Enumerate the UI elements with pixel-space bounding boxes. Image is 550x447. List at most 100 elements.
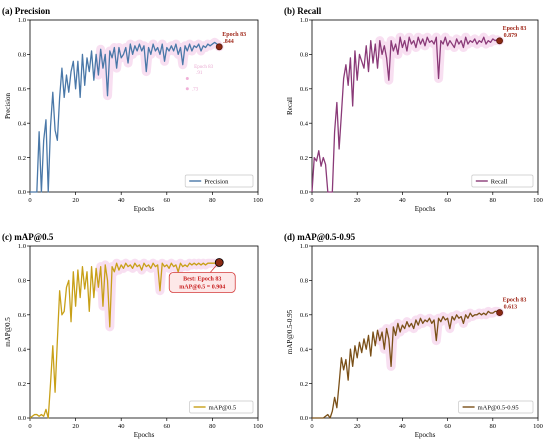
- chart-title: (b) Recall: [284, 6, 322, 16]
- x-tick-label: 40: [118, 423, 125, 430]
- x-axis-label: Epochs: [134, 205, 155, 213]
- legend: mAP@0.5-0.95: [458, 400, 534, 414]
- x-tick-label: 100: [533, 197, 543, 204]
- y-axis-label: Recall: [286, 97, 294, 115]
- y-tick-label: 0.0: [18, 189, 26, 196]
- y-tick-label: 0.6: [300, 312, 309, 319]
- x-axis-label: Epochs: [415, 205, 436, 213]
- x-tick-label: 100: [253, 423, 263, 430]
- series-line: [29, 261, 220, 419]
- x-tick-label: 20: [354, 197, 361, 204]
- y-tick-label: 0.2: [18, 155, 26, 162]
- faint-label: Epoch 83: [194, 65, 214, 70]
- best-point-marker: [496, 37, 503, 45]
- x-tick-label: 60: [444, 197, 451, 204]
- legend-label: Recall: [491, 178, 508, 185]
- legend: Precision: [184, 174, 254, 188]
- legend-box: [184, 174, 254, 188]
- x-tick-label: 40: [118, 197, 125, 204]
- y-tick-label: 0.2: [300, 155, 308, 162]
- chart-panel-3: (c) mAP@0.5 0 20 40 60 80 100 0.0 0.2 0.4 0.6 0.8 1.…: [2, 232, 263, 439]
- annotation-box: [168, 272, 236, 293]
- y-tick-label: 0.8: [18, 52, 26, 59]
- y-tick-label: 0.4: [18, 346, 27, 353]
- annotation-line-2: mAP@0.5 = 0.904: [179, 285, 225, 291]
- annotation-line-1: Epoch 83: [222, 32, 246, 38]
- y-tick-label: 0.6: [18, 86, 27, 93]
- x-tick-label: 0: [310, 197, 313, 204]
- x-tick-label: 100: [253, 197, 263, 204]
- legend: mAP@0.5: [189, 400, 254, 414]
- chart-panel-1: (a) Precision 0 20 40 60 80 100 0.0 0.2 0.4 0.6 0.8…: [2, 6, 263, 213]
- series-line: [30, 41, 220, 193]
- faint-marker: [185, 76, 189, 80]
- series-line: [311, 36, 500, 193]
- x-tick-label: 40: [399, 423, 406, 430]
- series-line: [312, 310, 500, 419]
- annotation-line-1: Epoch 83: [503, 298, 527, 304]
- x-tick-label: 0: [28, 423, 31, 430]
- y-tick-label: 1.0: [18, 17, 26, 24]
- x-tick-label: 80: [490, 423, 497, 430]
- x-axis-label: Epochs: [134, 431, 155, 439]
- legend: Recall: [471, 174, 534, 188]
- y-tick-label: 0.4: [300, 346, 309, 353]
- chart-panel-2: (b) Recall 0 20 40 60 80 100 0.0 0.2 0.4 0.6 0.8 1.0…: [284, 6, 543, 213]
- legend-box: [471, 174, 534, 188]
- x-axis-label: Epochs: [415, 431, 436, 439]
- y-tick-label: 0.6: [18, 312, 27, 319]
- x-tick-label: 0: [310, 423, 313, 430]
- x-tick-label: 20: [72, 423, 79, 430]
- x-tick-label: 80: [209, 423, 216, 430]
- y-tick-label: 0.4: [300, 120, 309, 127]
- y-tick-label: 0.8: [300, 278, 308, 285]
- x-tick-label: 80: [490, 197, 497, 204]
- y-tick-label: 1.0: [18, 243, 26, 250]
- best-point-marker: [496, 309, 503, 316]
- y-tick-label: 1.0: [300, 243, 308, 250]
- legend-label: mAP@0.5: [209, 404, 236, 411]
- y-axis-label: mAP@0.5: [4, 317, 12, 347]
- plot-area: [311, 245, 539, 419]
- y-axis-label: Precision: [4, 92, 12, 119]
- faint-label: .73: [192, 88, 199, 93]
- annotation-line-1: Best: Epoch 83: [183, 277, 221, 283]
- y-tick-label: 1.0: [300, 17, 308, 24]
- faint-label: .91: [196, 71, 203, 76]
- annotation-line-2: 0.613: [504, 305, 517, 311]
- x-tick-label: 60: [164, 197, 171, 204]
- y-tick-label: 0.0: [300, 189, 308, 196]
- best-point-marker: [215, 43, 223, 51]
- faint-marker: [185, 87, 189, 91]
- x-tick-label: 20: [354, 423, 361, 430]
- annotation-line-2: .844: [223, 39, 234, 45]
- y-tick-label: 0.4: [18, 120, 27, 127]
- legend-box: [189, 400, 254, 414]
- y-tick-label: 0.0: [18, 415, 26, 422]
- y-tick-label: 0.0: [300, 415, 308, 422]
- annotation-arrow: [209, 265, 217, 273]
- x-tick-label: 0: [28, 197, 31, 204]
- chart-panel-4: (d) mAP@0.5-0.95 0 20 40 60 80 100 0.0 0.2 0.4 0.6…: [284, 232, 543, 439]
- y-tick-label: 0.2: [18, 381, 26, 388]
- chart-title: (d) mAP@0.5-0.95: [284, 232, 356, 242]
- annotation-line-2: 0.879: [504, 33, 517, 39]
- chart-title: (a) Precision: [2, 6, 50, 16]
- y-tick-label: 0.8: [300, 52, 308, 59]
- y-tick-label: 0.2: [300, 381, 308, 388]
- x-tick-label: 40: [399, 197, 406, 204]
- legend-label: Precision: [204, 178, 229, 185]
- y-tick-label: 0.8: [18, 278, 26, 285]
- chart-title: (c) mAP@0.5: [2, 232, 54, 242]
- best-point-marker: [214, 258, 224, 267]
- x-tick-label: 20: [72, 197, 79, 204]
- legend-box: [458, 400, 534, 414]
- x-tick-label: 100: [533, 423, 543, 430]
- legend-label: mAP@0.5-0.95: [478, 404, 519, 411]
- annotation-line-1: Epoch 83: [503, 26, 527, 32]
- x-tick-label: 80: [209, 197, 216, 204]
- y-axis-label: mAP@0.5-0.95: [286, 309, 294, 354]
- x-tick-label: 60: [164, 423, 171, 430]
- y-tick-label: 0.6: [300, 86, 309, 93]
